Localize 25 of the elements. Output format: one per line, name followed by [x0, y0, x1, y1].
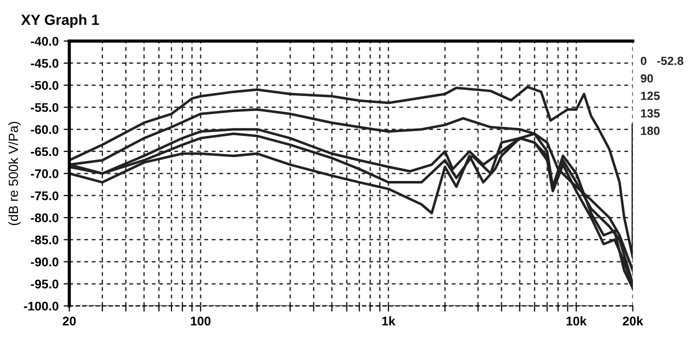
y-tick-label: -50.0	[30, 81, 58, 90]
x-tick-label: 100	[190, 316, 211, 326]
y-tick-label: -80.0	[30, 213, 58, 222]
y-tick-label: -60.0	[30, 125, 58, 134]
y-tick-label: -90.0	[30, 258, 58, 266]
text: 135	[641, 109, 660, 118]
y-axis-title: (dB re 500k V/Pa)	[8, 122, 21, 226]
y-tick-label: -40.0	[30, 36, 58, 46]
text: 90	[640, 74, 653, 83]
x-tick-label: 20k	[622, 316, 644, 326]
y-tick-label: -85.0	[30, 235, 58, 244]
chart-title: XY Graph 1	[21, 14, 99, 28]
y-tick-label: -70.0	[30, 169, 58, 178]
x-tick-label: 20	[62, 316, 76, 326]
y-tick-label: -45.0	[30, 58, 58, 68]
y-tick-label: -65.0	[30, 147, 58, 156]
y-tick-label: -55.0	[30, 103, 58, 112]
text: 125	[641, 92, 660, 100]
text: 180	[641, 126, 660, 136]
y-tick-label: -100.0	[24, 302, 58, 311]
y-tick-label: -95.0	[30, 280, 58, 288]
x-tick-label: 1k	[382, 316, 396, 326]
text: 0 -52.8	[640, 56, 684, 66]
x-tick-label: 10k	[566, 316, 587, 326]
y-tick-label: -75.0	[30, 191, 58, 200]
